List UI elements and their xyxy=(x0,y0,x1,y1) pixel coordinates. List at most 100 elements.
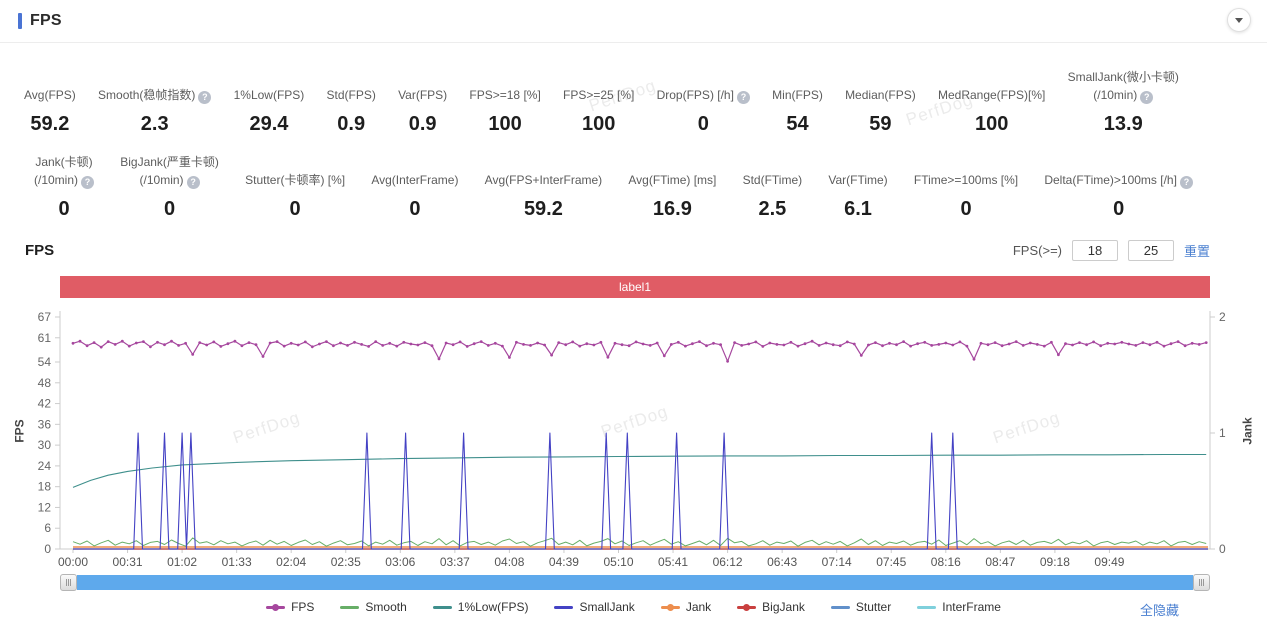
legend-label: InterFrame xyxy=(942,600,1001,614)
stat-label: Delta(FTime)>100ms [/h]? xyxy=(1044,154,1193,189)
legend-label: 1%Low(FPS) xyxy=(457,600,529,614)
legend-swatch xyxy=(266,603,286,611)
chart-legend: FPS Smooth 1%Low(FPS) SmallJank Jank BigJank S… xyxy=(0,600,1267,614)
legend-swatch xyxy=(917,605,937,609)
stat-label: Avg(FTime) [ms] xyxy=(628,172,717,187)
fps-threshold-label: FPS(>=) xyxy=(1012,242,1062,258)
stat-label: Jank(卡顿) (/10min)? xyxy=(34,155,95,189)
stat-ftime-100ms-%: FTime>=100ms [%] 0 xyxy=(914,154,1018,221)
legend-label: Jank xyxy=(685,600,712,614)
reset-link[interactable]: 重置 xyxy=(1183,243,1210,259)
stat-bigjank: BigJank(严重卡顿) (/10min)? 0 xyxy=(120,154,219,221)
scrollbar-track-fill[interactable] xyxy=(77,575,1193,590)
legend-item-interframe[interactable]: InterFrame xyxy=(917,600,1001,614)
stat-value: 0.9 xyxy=(337,113,366,135)
legend-item-stutter[interactable]: Stutter xyxy=(830,600,891,614)
stat-value: 2.5 xyxy=(758,198,787,220)
y-left-tick-label: 0 xyxy=(44,542,51,556)
stat-delta-ftime-100ms-h: Delta(FTime)>100ms [/h]? 0 xyxy=(1044,154,1193,221)
legend-label: SmallJank xyxy=(579,600,635,614)
help-icon[interactable]: ? xyxy=(186,175,200,189)
help-icon[interactable]: ? xyxy=(1140,90,1154,104)
y-axis-right-label: Jank xyxy=(1240,417,1255,445)
header-accent-bar xyxy=(18,13,22,29)
stat-value: 29.4 xyxy=(249,113,289,135)
x-tick-label: 09:18 xyxy=(1040,555,1070,566)
scrollbar-left-handle[interactable] xyxy=(60,574,77,591)
chart-label-banner: label1 xyxy=(60,276,1210,298)
stat-avg-fps: Avg(FPS) 59.2 xyxy=(24,69,76,136)
x-tick-label: 05:10 xyxy=(603,555,633,566)
header-divider xyxy=(0,42,1267,43)
stat-value: 0 xyxy=(697,113,709,135)
x-tick-label: 08:16 xyxy=(931,555,961,566)
fps-threshold-input-1[interactable] xyxy=(1071,239,1118,261)
stat-label: Std(FTime) xyxy=(742,172,803,187)
stat-avg-ftime-ms: Avg(FTime) [ms] 16.9 xyxy=(628,154,716,221)
stat-value: 59.2 xyxy=(523,198,563,220)
x-tick-label: 08:47 xyxy=(985,555,1015,566)
stat-label: Avg(FPS) xyxy=(24,87,76,102)
scrollbar-right-handle[interactable] xyxy=(1193,574,1210,591)
y-left-tick-label: 48 xyxy=(38,376,52,390)
stat-var-fps: Var(FPS) 0.9 xyxy=(398,69,447,136)
x-tick-label: 03:37 xyxy=(440,555,470,566)
stat-value: 0 xyxy=(960,198,972,220)
stat-value: 100 xyxy=(488,113,522,135)
y-left-tick-label: 18 xyxy=(38,480,52,494)
panel-header: FPS xyxy=(0,0,1267,33)
legend-label: Smooth xyxy=(365,600,407,614)
fps-threshold-input-2[interactable] xyxy=(1127,239,1174,261)
y-left-tick-label: 61 xyxy=(38,331,52,345)
series-smooth xyxy=(72,537,1207,547)
stat-value: 100 xyxy=(974,113,1009,135)
legend-item-bigjank[interactable]: BigJank xyxy=(737,600,805,614)
legend-item-fps[interactable]: FPS xyxy=(266,600,314,614)
help-icon[interactable]: ? xyxy=(81,175,95,189)
stat-min-fps: Min(FPS) 54 xyxy=(772,69,823,136)
collapse-button[interactable] xyxy=(1227,8,1251,32)
x-tick-label: 00:00 xyxy=(58,555,88,566)
x-tick-label: 04:08 xyxy=(494,555,524,566)
x-tick-label: 00:31 xyxy=(113,555,143,566)
stat-1%low-fps: 1%Low(FPS) 29.4 xyxy=(234,69,305,136)
legend-item-1%low-fps[interactable]: 1%Low(FPS) xyxy=(432,600,529,614)
series-smalljank xyxy=(73,432,1208,550)
help-icon[interactable]: ? xyxy=(1179,175,1193,189)
stat-label: MedRange(FPS)[%] xyxy=(937,87,1046,102)
stat-value: 59 xyxy=(869,113,892,135)
page-title: FPS xyxy=(30,12,62,29)
stat-value: 2.3 xyxy=(140,113,169,135)
x-tick-label: 01:02 xyxy=(167,555,197,566)
stat-fps-18-%: FPS>=18 [%] 100 xyxy=(469,69,540,136)
y-left-tick-label: 30 xyxy=(38,438,52,452)
hide-all-link[interactable]: 全隐藏 xyxy=(1139,603,1179,617)
y-axis-left-label: FPS xyxy=(12,419,27,443)
legend-item-smalljank[interactable]: SmallJank xyxy=(554,600,635,614)
y-left-tick-label: 24 xyxy=(38,459,52,473)
y-right-tick-label: 2 xyxy=(1219,310,1226,324)
stat-value: 0 xyxy=(289,198,301,220)
stat-label: Avg(InterFrame) xyxy=(371,172,459,187)
help-icon[interactable]: ? xyxy=(736,90,750,104)
stat-std-ftime: Std(FTime) 2.5 xyxy=(743,154,803,221)
legend-swatch xyxy=(737,603,757,611)
stat-label: Var(FTime) xyxy=(828,172,888,187)
stat-value: 0 xyxy=(164,198,176,220)
stat-label: Median(FPS) xyxy=(845,87,916,102)
stat-label: FPS>=18 [%] xyxy=(469,87,541,102)
legend-item-jank[interactable]: Jank xyxy=(660,600,712,614)
chart-range-scrollbar[interactable] xyxy=(60,574,1210,591)
stat-drop-fps-h: Drop(FPS) [/h]? 0 xyxy=(657,69,750,136)
stat-stutter-%: Stutter(卡顿率) [%] 0 xyxy=(245,154,345,221)
stat-value: 59.2 xyxy=(30,113,70,135)
stat-label: Drop(FPS) [/h]? xyxy=(657,69,750,104)
stat-label: Std(FPS) xyxy=(326,87,376,102)
stat-value: 6.1 xyxy=(844,198,872,220)
chart-section-bar: FPS FPS(>=) 重置 xyxy=(0,237,1267,263)
stat-var-ftime: Var(FTime) 6.1 xyxy=(828,154,887,221)
stat-value: 13.9 xyxy=(1103,113,1143,135)
legend-item-smooth[interactable]: Smooth xyxy=(340,600,407,614)
help-icon[interactable]: ? xyxy=(198,90,212,104)
